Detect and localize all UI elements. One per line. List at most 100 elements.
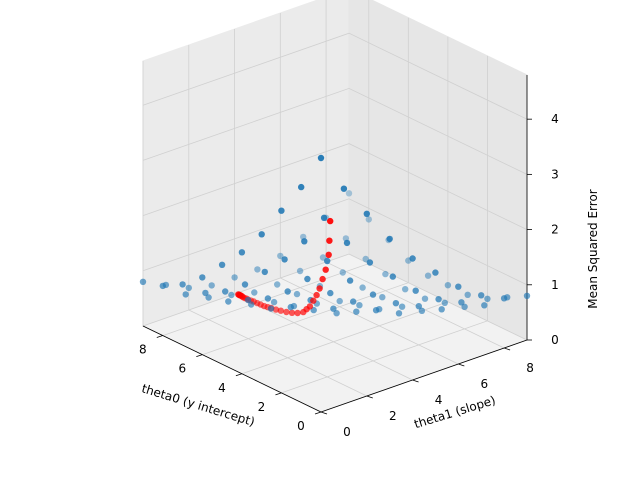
grid-point [274,281,281,288]
z-tick-label: 4 [551,112,559,126]
grid-point [222,288,229,295]
y-tick [412,379,419,383]
descent-path-point [283,308,290,316]
z-tick-label: 0 [551,333,559,347]
grid-point [478,292,485,299]
x-axis-line [142,325,322,413]
grid-point [238,249,246,256]
z-tick-label: 1 [551,278,559,292]
grid-point [398,303,406,310]
grid-point [421,295,429,302]
grid-point [333,310,340,317]
grid-point [202,289,209,297]
grid-point [523,292,531,299]
grid-point [484,295,491,302]
grid-point [458,299,465,306]
grid-point [159,282,166,290]
z-gridline [142,253,528,341]
y-axis-line [320,339,528,413]
descent-path-point [277,307,284,314]
x-tick [314,411,322,415]
x-tick [275,392,282,396]
descent-path-point [306,303,314,310]
grid-point [298,183,305,191]
grid-point [369,291,377,298]
z-gridline [142,87,528,175]
grid-point [324,257,331,265]
grid-point [261,268,268,276]
grid-point [359,284,366,291]
descent-path-point [319,275,326,283]
grid-point [301,238,308,245]
grid-point [320,214,328,221]
grid-point [409,255,416,262]
grid-point [441,299,448,306]
z-gridline [142,143,528,230]
grid-point [264,295,272,302]
grid-point [270,298,278,306]
x-tick [156,335,163,338]
grid-point [366,259,374,266]
grid-point [336,297,343,305]
grid-point [330,305,337,312]
grid-point [267,305,275,312]
grid-point [435,296,442,303]
grid-point [438,306,445,313]
grid-point [350,298,357,305]
grid-point [365,216,372,223]
grid-point [225,298,232,305]
z-axis-label: Mean Squared Error [586,189,600,309]
grid-point [353,308,360,315]
x-tick [235,373,243,377]
grid-point [392,300,400,307]
grid-point [199,274,206,281]
grid-point [432,269,439,276]
grid-point [356,302,363,309]
x-tick [196,354,203,358]
grid-point [251,289,258,296]
grid-point [464,291,471,298]
y-tick-label: 0 [343,425,351,439]
y-tick-label: 6 [481,377,489,391]
descent-path-point [310,297,317,304]
scatter-points [139,154,531,317]
grid-point [179,281,186,288]
grid-point [277,252,284,260]
grid-point [455,283,462,290]
grid-point [208,282,215,289]
y-tick-label: 2 [389,409,397,423]
descent-path-point [326,237,333,244]
grid-point [296,267,304,275]
grid-point [258,231,265,238]
x-tick-label: 6 [179,362,187,376]
y-tick [458,363,465,367]
grid-point [395,310,403,317]
descent-path-point [316,285,323,292]
grid-point [304,275,311,283]
axis-panes [141,0,529,413]
grid-point [281,256,288,263]
grid-point [500,295,508,302]
grid-point [278,207,285,214]
grid-point [319,254,327,261]
grid-point [241,281,249,288]
grid-point [339,269,346,276]
x-tick-label: 8 [139,343,147,357]
y-tick [320,411,328,415]
grid-point [412,287,419,294]
grid-point [284,288,291,295]
grid-point [363,210,370,217]
grid-point [185,284,192,292]
y-tick [366,395,373,399]
grid-point [218,261,226,268]
grid-point [372,307,380,314]
grid-point [418,307,426,314]
descent-path-point [294,309,301,317]
grid-point [346,277,354,284]
grid-point [386,235,393,243]
grid-point [389,273,396,280]
grid-point [231,274,238,281]
grid-point [287,303,294,311]
x-tick-label: 4 [218,381,226,395]
